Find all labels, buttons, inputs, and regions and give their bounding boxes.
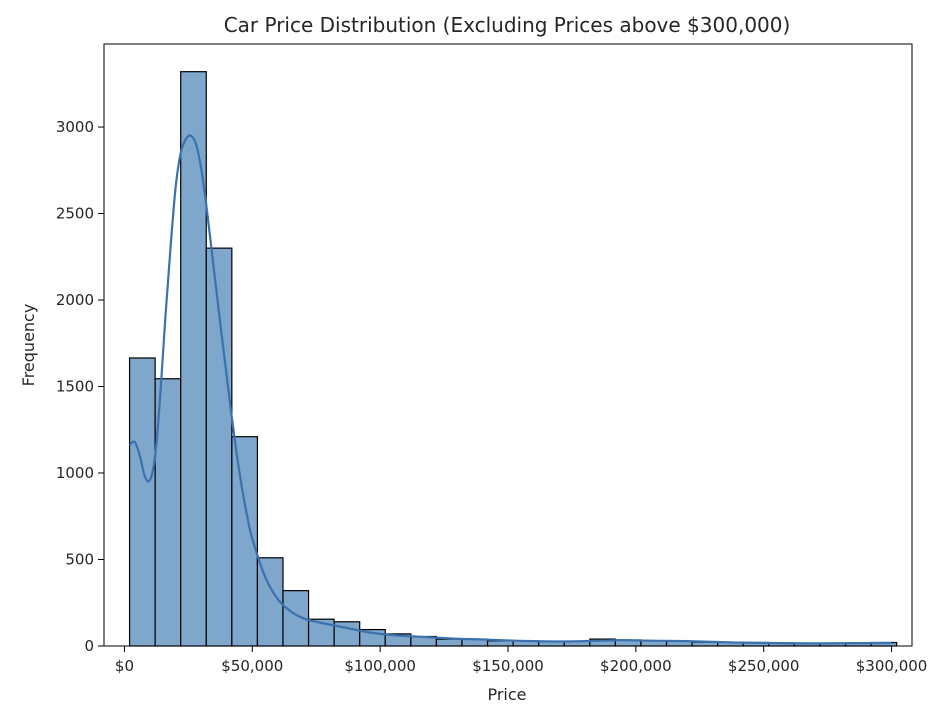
kde-curve (128, 134, 892, 645)
chart-title: Car Price Distribution (Excluding Prices… (224, 13, 791, 37)
histogram-bar (128, 357, 156, 647)
x-tick-label: $0 (115, 657, 134, 675)
y-tick-label: 3000 (56, 118, 94, 136)
y-tick-label: 1000 (56, 464, 94, 482)
y-tick-label: 1500 (56, 378, 94, 396)
histogram-bars (128, 71, 898, 647)
histogram-bar (435, 638, 463, 647)
x-tick-label: $300,000 (856, 657, 928, 675)
x-tick-label: $250,000 (728, 657, 800, 675)
x-tick-label: $100,000 (344, 657, 416, 675)
y-axis-label: Frequency (19, 304, 38, 387)
x-tick-label: $150,000 (472, 657, 544, 675)
x-tick-label: $50,000 (221, 657, 283, 675)
histogram-bar (180, 71, 207, 647)
x-tick-label: $200,000 (600, 657, 672, 675)
y-tick-label: 2500 (56, 205, 94, 223)
y-axis-ticks: 0 500 1000 1500 2000 2500 3000 (56, 118, 104, 655)
x-axis-ticks: $0 $50,000 $100,000 $150,000 $200,000 $250,00… (115, 646, 927, 675)
y-tick-label: 2000 (56, 291, 94, 309)
y-tick-label: 0 (84, 637, 94, 655)
histogram-bar (154, 378, 182, 647)
x-axis-label: Price (487, 685, 526, 704)
y-tick-label: 500 (65, 551, 94, 569)
